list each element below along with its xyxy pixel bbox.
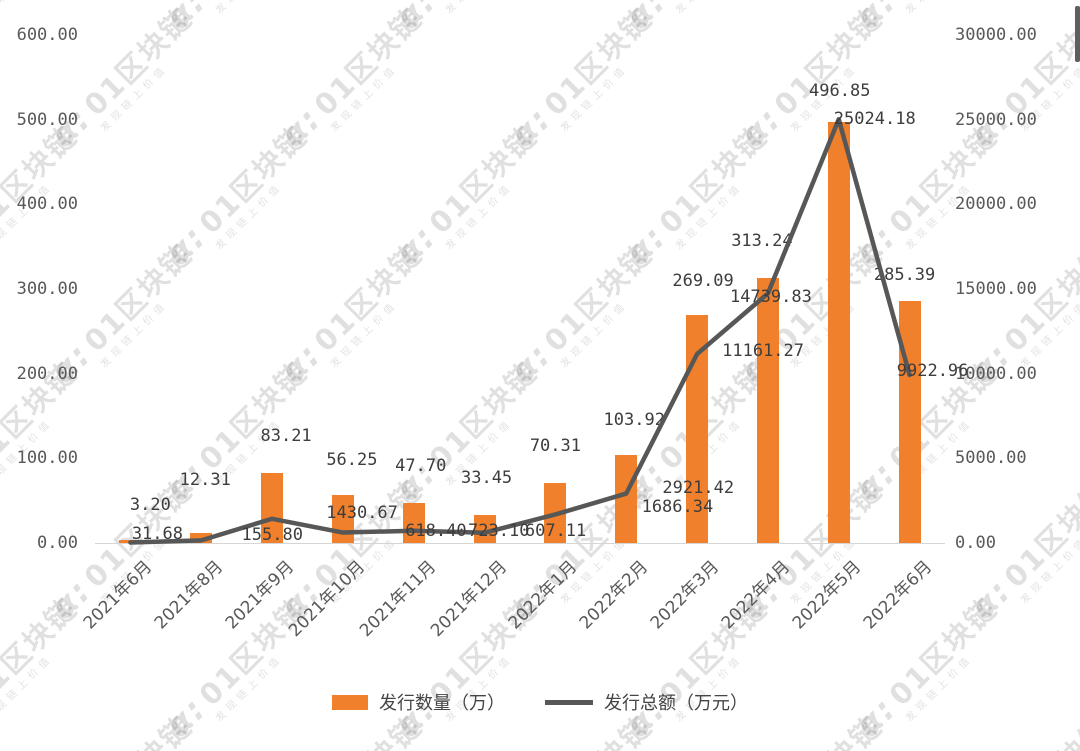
issuance-quantity-bar[interactable]	[756, 277, 779, 543]
legend-line-label: 发行总额（万元）	[604, 693, 748, 714]
bar-data-label: 70.31	[529, 436, 581, 457]
line-data-label: 31.68	[131, 524, 183, 545]
line-data-label: 9922.96	[896, 360, 969, 381]
left-axis-tick-label: 600.00	[16, 25, 78, 45]
line-data-label: 1686.34	[641, 497, 714, 518]
left-axis-tick-label: 0.00	[37, 533, 78, 553]
line-data-label: 14739.83	[729, 287, 812, 308]
legend-bar-label: 发行数量（万）	[379, 693, 505, 714]
right-axis-tick-label: 30000.00	[955, 25, 1037, 45]
right-axis-tick-label: 5000.00	[955, 448, 1027, 469]
bar-data-label: 33.45	[460, 467, 513, 488]
right-axis-tick-label: 10000.00	[955, 363, 1037, 384]
bar-data-label: 285.39	[873, 265, 936, 286]
line-data-label: 723.10	[468, 520, 530, 541]
left-axis-tick-label: 200.00	[16, 363, 78, 384]
line-data-label: 25024.18	[833, 109, 916, 130]
bar-data-label: 83.21	[260, 425, 312, 446]
line-data-label: 1430.67	[326, 502, 398, 523]
left-axis-tick-label: 300.00	[16, 279, 78, 299]
legend-line-swatch[interactable]	[545, 699, 593, 705]
right-axis-tick-label: 20000.00	[955, 194, 1037, 215]
legend-bar-swatch[interactable]	[332, 694, 368, 710]
right-axis-tick-label: 0.00	[955, 533, 996, 553]
scrollbar-thumb[interactable]	[1075, 6, 1080, 62]
line-data-label: 2921.42	[662, 477, 735, 498]
line-data-label: 155.80	[241, 525, 303, 546]
right-axis-tick-label: 25000.00	[955, 109, 1037, 130]
bar-data-label: 496.85	[809, 81, 871, 102]
bar-data-label: 313.24	[731, 230, 793, 251]
right-axis-tick-label: 15000.00	[955, 279, 1037, 299]
bar-data-label: 12.31	[179, 469, 231, 490]
issuance-quantity-bar[interactable]	[827, 122, 850, 543]
issuance-quantity-bar[interactable]	[898, 301, 921, 543]
legend: 发行数量（万） 发行总额（万元）	[0, 689, 1080, 715]
left-axis-tick-label: 500.00	[16, 109, 78, 130]
left-axis-tick-label: 400.00	[16, 194, 78, 215]
bar-data-label: 103.92	[603, 410, 665, 430]
line-data-label: 618.40	[405, 520, 467, 541]
bar-data-label: 3.20	[129, 495, 171, 516]
line-data-label: 11161.27	[722, 341, 805, 361]
left-axis-tick-label: 100.00	[16, 448, 78, 469]
line-data-label: 607.11	[524, 520, 587, 541]
